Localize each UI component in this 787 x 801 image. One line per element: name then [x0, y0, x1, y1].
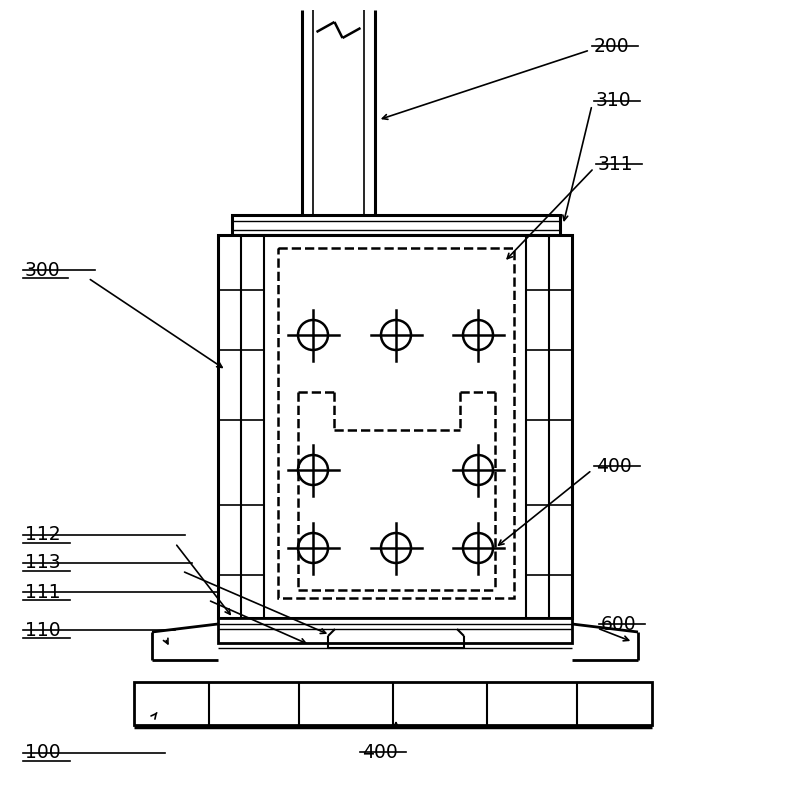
- Text: 112: 112: [25, 525, 61, 545]
- Text: 100: 100: [25, 743, 61, 763]
- Bar: [134, 682, 652, 725]
- Text: 111: 111: [25, 582, 61, 602]
- Text: 113: 113: [25, 553, 61, 573]
- Text: 300: 300: [25, 260, 61, 280]
- Bar: [278, 248, 514, 598]
- Text: 311: 311: [598, 155, 634, 174]
- Text: 400: 400: [362, 743, 397, 762]
- Text: 600: 600: [601, 614, 637, 634]
- Text: 310: 310: [596, 91, 632, 111]
- Bar: [232, 215, 560, 235]
- Bar: [218, 618, 572, 643]
- Text: 400: 400: [596, 457, 632, 476]
- Text: 110: 110: [25, 621, 61, 639]
- Text: 200: 200: [594, 37, 630, 55]
- Bar: [218, 235, 572, 618]
